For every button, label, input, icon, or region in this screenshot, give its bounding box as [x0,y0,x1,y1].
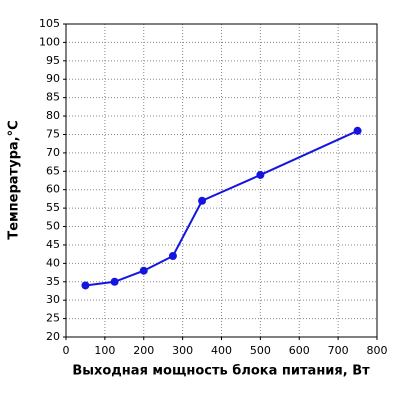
point [256,170,265,179]
x-tick-label: 0 [63,344,70,357]
y-tick-label: 100 [39,35,60,48]
x-tick-label: 200 [133,344,154,357]
y-tick-label: 85 [46,91,60,104]
y-tick-label: 95 [46,54,60,67]
y-tick-label: 55 [46,201,60,214]
y-tick-label: 45 [46,238,60,251]
y-tick-label: 35 [46,275,60,288]
x-tick-label: 300 [172,344,193,357]
y-tick-label: 25 [46,312,60,325]
plot-frame [65,23,378,338]
point [168,251,177,260]
y-tick-label: 90 [46,72,60,85]
point [353,126,362,135]
x-tick-label: 600 [289,344,310,357]
y-tick-label: 50 [46,220,60,233]
point [139,266,148,275]
y-tick-label: 65 [46,164,60,177]
y-tick-label: 20 [46,330,60,343]
x-tick-label: 700 [328,344,349,357]
point [110,277,119,286]
x-axis-label: Выходная мощность блока питания, Вт [72,364,370,379]
x-tick-label: 800 [367,344,388,357]
point [81,281,90,290]
y-tick-label: 30 [46,293,60,306]
y-tick-label: 40 [46,256,60,269]
y-tick-label: 70 [46,146,60,159]
y-tick-label: 75 [46,127,60,140]
y-tick-label: 80 [46,109,60,122]
y-axis-label: Температура,°C [7,120,22,239]
y-tick-label: 60 [46,183,60,196]
y-tick-label: 105 [39,17,60,30]
x-tick-label: 400 [211,344,232,357]
point [198,196,207,205]
x-tick-label: 100 [94,344,115,357]
x-tick-label: 500 [250,344,271,357]
